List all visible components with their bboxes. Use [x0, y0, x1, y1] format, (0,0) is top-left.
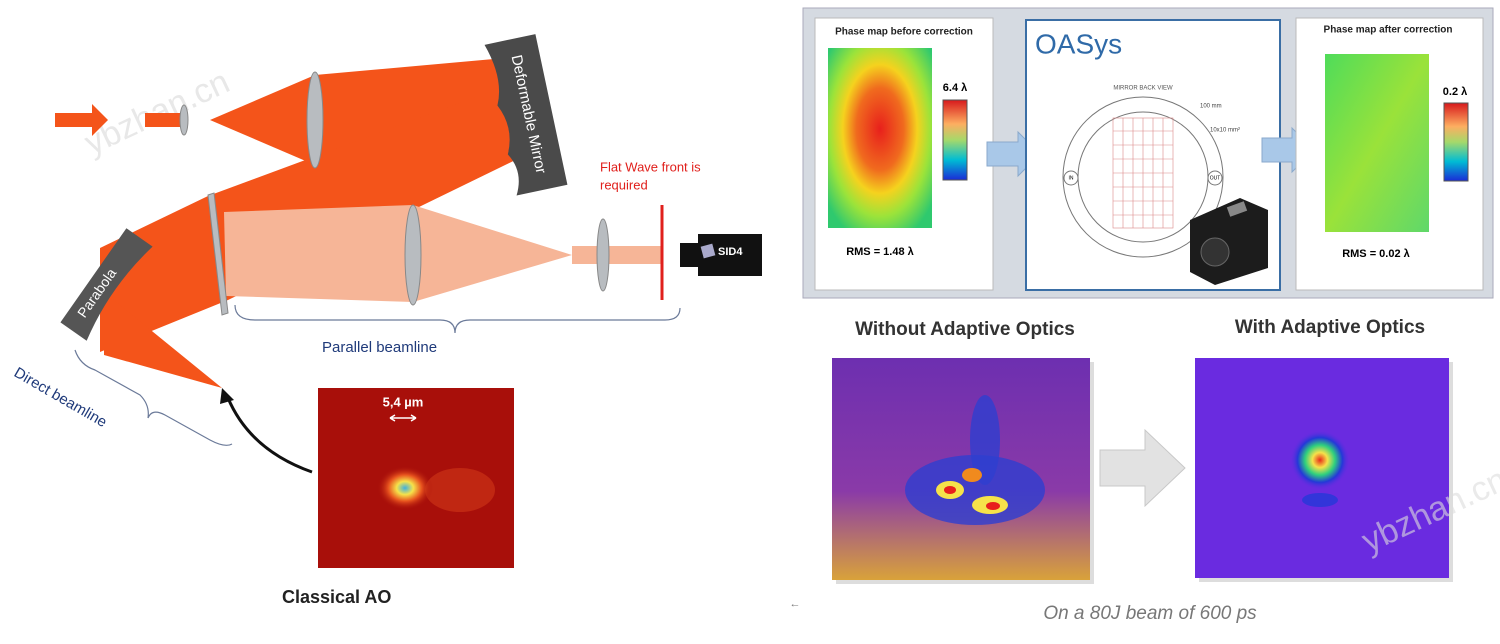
focus-spot [377, 466, 433, 510]
plate [207, 192, 229, 316]
brace [234, 304, 681, 334]
beam [224, 205, 572, 302]
spot-size: 5,4 µm [383, 394, 424, 409]
scale-label: 0.2 λ [1443, 86, 1467, 98]
caption: Classical AO [282, 587, 391, 607]
return-mark: ← [790, 598, 801, 610]
right-panel: Phase map before correction 6.4 λ RMS = … [790, 7, 1500, 624]
phase-map [828, 48, 932, 228]
panel-title: Phase map before correction [835, 27, 973, 38]
brace [74, 349, 233, 446]
size-label: 100 mm [1200, 104, 1222, 110]
pitch-label: 10x10 mm² [1210, 128, 1240, 134]
input-arrow [55, 104, 108, 136]
lens [596, 218, 610, 292]
rms-label: RMS = 1.48 λ [846, 246, 914, 258]
port-label: OUT [1210, 175, 1221, 181]
beam [572, 246, 662, 264]
parallel-label: Parallel beamline [322, 339, 437, 356]
direct-label: Direct beamline [11, 364, 110, 431]
sid4-camera: SID4 [680, 234, 762, 276]
colorbar [942, 99, 968, 181]
scale-label: 6.4 λ [943, 82, 967, 94]
parabola: Parabola [60, 228, 153, 341]
deformable-mirror: Deformable Mirror [484, 34, 568, 196]
view-label: MIRROR BACK VIEW [1113, 86, 1173, 92]
lens [404, 204, 422, 306]
colorbar [1443, 102, 1469, 182]
pointer-head [220, 388, 234, 404]
beam [145, 113, 185, 127]
beam-speckle [905, 395, 1045, 525]
beam-ring [1302, 493, 1338, 507]
mirror-ring [1062, 96, 1224, 258]
panel-title: Phase map after correction [1324, 25, 1453, 36]
watermark: ybzhan.cn [79, 63, 236, 163]
rms-label: RMS = 0.02 λ [1342, 248, 1410, 260]
camera [1190, 198, 1268, 285]
focus-fringes [425, 468, 495, 512]
port-label: IN [1069, 175, 1074, 181]
image-title: Without Adaptive Optics [855, 319, 1075, 340]
beam [104, 292, 222, 388]
phase-map [1325, 54, 1429, 232]
wavefront-label: Flat Wave front is [600, 159, 701, 174]
sid4-label: SID4 [718, 246, 743, 258]
pointer-arrow [226, 397, 313, 474]
note: On a 80J beam of 600 ps [1043, 603, 1257, 624]
lens [306, 71, 324, 169]
beam-spot [1290, 430, 1350, 490]
left-diagram: ybzhan.cn Deformable Mirror Parabola Fla… [11, 34, 762, 607]
wavefront-label: required [600, 177, 648, 192]
size-arrow [389, 414, 417, 422]
port [1063, 170, 1079, 186]
actuator-grid [1112, 117, 1174, 229]
port [1207, 170, 1223, 186]
compare-arrow [1099, 428, 1186, 508]
lens [179, 104, 189, 136]
image-title: With Adaptive Optics [1235, 317, 1425, 338]
oasys-logo: OASys [1035, 28, 1122, 59]
